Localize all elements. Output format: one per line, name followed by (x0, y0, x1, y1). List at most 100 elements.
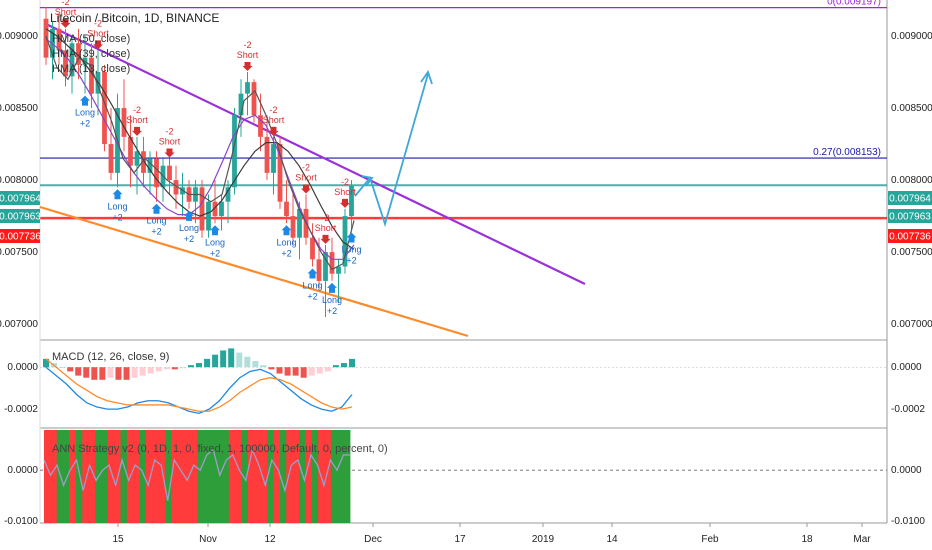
hma-13-line (45, 35, 355, 271)
y-tick-label-left: 0.009000 (0, 31, 38, 42)
short-arrow-icon (268, 126, 279, 136)
projection-arrowhead (420, 70, 433, 85)
candle-body (336, 266, 341, 274)
macd-line (45, 366, 353, 415)
macd-histogram-bar (212, 354, 219, 368)
signal-label: Short (126, 115, 148, 125)
ann-signal-band (311, 430, 319, 523)
candle-body (342, 216, 348, 267)
macd-y-tick-label: -0.0002 (891, 404, 925, 415)
ann-signal-band (171, 430, 179, 523)
candle-body (212, 201, 218, 217)
price-badge-left (0, 191, 40, 205)
macd-histogram-bar (99, 367, 106, 380)
price-badge-right-label: 0.007964 (889, 194, 931, 205)
candle-body (56, 28, 62, 51)
macd-histogram-bar (107, 367, 114, 378)
macd-histogram-bar (349, 358, 355, 368)
ann-signal-band (254, 430, 262, 523)
ann-signal-band (273, 430, 281, 523)
macd-histogram-bar (204, 358, 211, 368)
signal-sub-label: -2 (341, 177, 349, 187)
candle-body (258, 115, 263, 137)
candle-body (154, 158, 159, 188)
macd-histogram-bar (228, 348, 235, 368)
macd-histogram-bar (292, 367, 299, 376)
price-badge-right (888, 191, 932, 205)
signal-label: Long (341, 245, 361, 255)
signal-label: Short (55, 7, 77, 17)
macd-histogram-bar (220, 350, 227, 368)
indicator-legend-label: HMA (39, close) (52, 48, 130, 60)
ann-signal-band (222, 430, 230, 523)
macd-histogram-bar (316, 367, 323, 374)
y-tick-label-right: 0.008500 (891, 103, 932, 114)
macd-y-tick-label: -0.0002 (4, 404, 38, 415)
candle-body (134, 151, 140, 166)
ann-title: ANN Strategy v2 (0, 1D, 1, 0, fixed, 1, … (52, 443, 388, 455)
macd-histogram-bar (91, 367, 98, 380)
macd-histogram-bar (268, 367, 275, 370)
ann-signal-band (292, 430, 300, 523)
short-arrow-icon (132, 126, 142, 136)
hma-50-line (45, 28, 355, 250)
ann-signal-band (343, 430, 351, 523)
signal-sub-label: +2 (307, 292, 317, 302)
candle-body (323, 252, 328, 281)
ann-signal-band (146, 430, 153, 523)
long-arrow-icon (346, 232, 357, 243)
macd-histogram-bar (131, 367, 138, 378)
candle-body (199, 187, 205, 231)
candle-body (108, 144, 114, 173)
price-badge-left (0, 209, 40, 223)
long-arrow-icon (210, 225, 220, 236)
projection-path (354, 73, 429, 228)
signal-sub-label: -2 (61, 0, 69, 7)
x-tick-label: Nov (199, 534, 217, 545)
candle-body (89, 57, 94, 94)
signal-sub-label: +2 (346, 256, 356, 266)
x-tick-label: Mar (853, 534, 871, 545)
signal-sub-label: +2 (112, 212, 122, 222)
x-tick-label: 18 (801, 534, 813, 545)
macd-histogram-bar (187, 365, 194, 368)
ann-signal-band (228, 430, 236, 523)
long-arrow-icon (112, 189, 123, 200)
macd-histogram-bar (147, 367, 154, 374)
ann-y-tick-label: -0.0100 (891, 516, 925, 527)
ann-signal-band (190, 430, 198, 523)
signal-label: Short (237, 50, 259, 60)
signal-label: Long (75, 108, 95, 118)
ann-signal-band (305, 430, 313, 523)
candle-body (225, 187, 231, 202)
signal-label: Short (315, 223, 337, 233)
price-badge-left (0, 229, 40, 243)
long-arrow-icon (327, 282, 337, 293)
signal-label: Short (159, 136, 181, 146)
candle-body (121, 108, 127, 137)
chart-title: Litecoin / Bitcoin, 1D, BINANCE (50, 11, 219, 25)
signal-sub-label: -2 (165, 126, 173, 136)
ann-signal-band (324, 430, 332, 523)
macd-histogram-bar (308, 367, 315, 376)
macd-histogram-bar (155, 367, 162, 372)
short-arrow-icon (301, 184, 311, 194)
ann-signal-band (107, 430, 115, 523)
ann-signal-band (133, 430, 141, 523)
ann-signal-band (120, 430, 128, 523)
projection-arrowhead (361, 175, 374, 187)
ann-y-tick-label: 0.0000 (7, 465, 38, 476)
macd-histogram-bar (300, 367, 307, 378)
ann-signal-band (209, 430, 217, 523)
signal-sub-label: -2 (321, 213, 329, 223)
macd-histogram-bar (59, 367, 66, 369)
price-badge-left-label: 0.007964 (0, 194, 41, 205)
macd-histogram-bar (171, 367, 178, 370)
signal-sub-label: -2 (302, 162, 310, 172)
ann-signal-band (267, 430, 274, 523)
macd-signal-line (45, 358, 353, 412)
ann-signal-band (337, 430, 345, 523)
ann-signal-band (50, 430, 58, 523)
signal-sub-label: -2 (243, 40, 251, 50)
long-arrow-icon (184, 210, 194, 221)
